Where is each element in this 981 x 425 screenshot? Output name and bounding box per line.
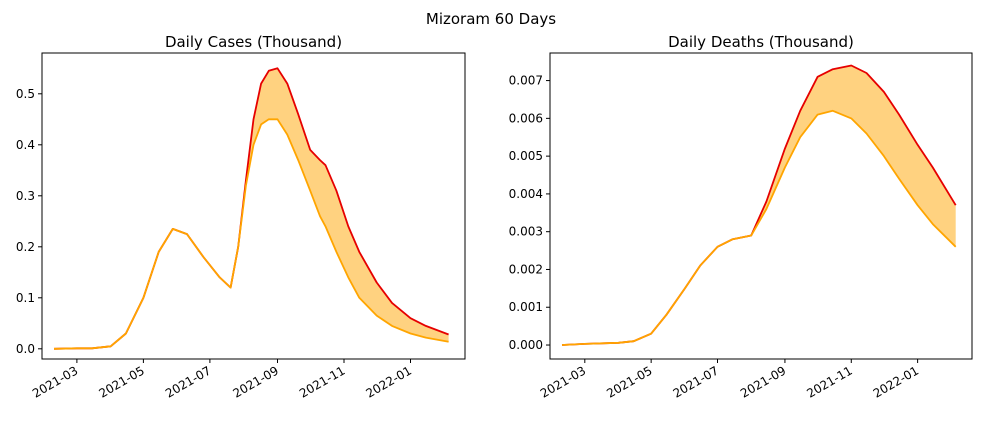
cases-y-tick-label: 0.1 [16, 291, 35, 305]
deaths-y-tick-label: 0.004 [509, 187, 543, 201]
deaths-x-tick-label: 2021-07 [671, 363, 721, 400]
deaths-x-tick-label: 2022-01 [871, 363, 921, 400]
deaths-x-tick-label: 2021-03 [538, 363, 588, 400]
deaths-lower-line [561, 109, 957, 346]
deaths-y-tick-label: 0.001 [509, 300, 543, 314]
deaths-y-tick-label: 0.002 [509, 262, 543, 276]
cases-uncertainty-band [54, 68, 449, 349]
deaths-x-tick-label: 2021-11 [804, 363, 854, 400]
cases-axes-frame [41, 52, 466, 360]
deaths-uncertainty-band [562, 65, 956, 345]
deaths-x-tick-label: 2021-05 [604, 363, 654, 400]
deaths-y-tick-label: 0.005 [509, 149, 543, 163]
deaths-y-tick-label: 0.006 [509, 111, 543, 125]
cases-x-tick-label: 2021-09 [231, 363, 281, 400]
cases-y-tick-label: 0.2 [16, 240, 35, 254]
cases-x-tick-label: 2022-01 [364, 363, 414, 400]
cases-x-tick-label: 2021-03 [30, 363, 80, 400]
deaths-axes-frame [549, 52, 973, 360]
cases-x-tick-label: 2021-07 [163, 363, 213, 400]
cases-y-tick-label: 0.3 [16, 189, 35, 203]
deaths-y-tick-label: 0.007 [509, 74, 543, 88]
cases-chart: Daily Cases (Thousand) 0.0 0.1 0.2 0.3 0.4 0.5… [16, 33, 466, 401]
deaths-chart-title: Daily Deaths (Thousand) [668, 33, 854, 51]
deaths-y-tick-label: 0.000 [509, 338, 543, 352]
deaths-x-tick-label: 2021-09 [738, 363, 788, 400]
deaths-upper-line [561, 64, 957, 346]
deaths-y-tick-label: 0.003 [509, 225, 543, 239]
cases-x-tick-label: 2021-11 [297, 363, 347, 400]
cases-y-tick-label: 0.0 [16, 342, 35, 356]
cases-y-tick-label: 0.4 [16, 138, 35, 152]
cases-lower-line [53, 118, 449, 350]
cases-y-tick-label: 0.5 [16, 87, 35, 101]
cases-x-tick-label: 2021-05 [96, 363, 146, 400]
cases-chart-title: Daily Cases (Thousand) [165, 33, 342, 51]
deaths-chart: Daily Deaths (Thousand) 0.000 0.001 0.002 0.… [509, 33, 973, 401]
figure-suptitle: Mizoram 60 Days [426, 10, 556, 28]
